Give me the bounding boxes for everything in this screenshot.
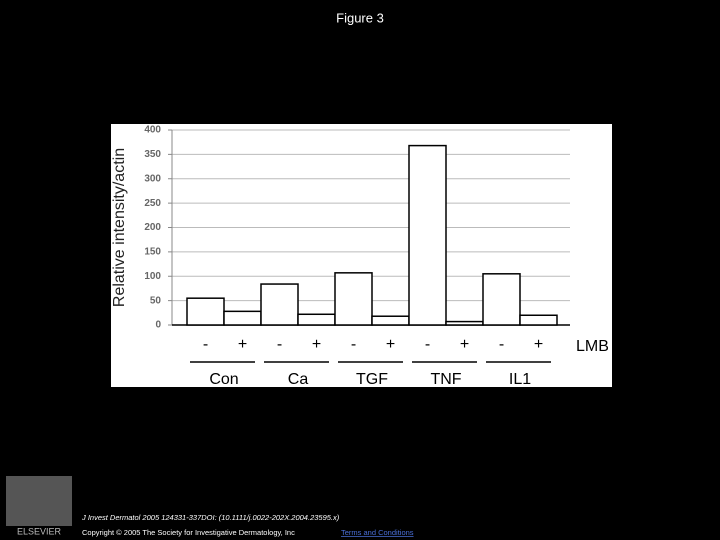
series-label: + [386,336,395,353]
chart-panel [111,124,612,387]
bar [445,320,484,326]
terms-link[interactable]: Terms and Conditions [341,528,414,537]
bar [223,310,262,326]
y-tick-label: 100 [144,271,161,282]
publisher-logo-image [6,476,72,526]
x-tick-label: TNF [430,371,461,388]
series-axis-label: LMB [576,338,609,355]
bar [297,313,336,326]
slide-title: Figure 3 [336,10,384,25]
y-tick-label: 150 [144,247,161,258]
bar [186,297,225,326]
x-tick-label: IL1 [509,371,531,388]
x-tick-label: Ca [288,371,309,388]
series-label: + [312,336,321,353]
x-tick-label: TGF [356,371,388,388]
series-label: + [238,336,247,353]
copyright: Copyright © 2005 The Society for Investi… [82,528,295,537]
bar [408,144,447,326]
y-tick-label: 0 [155,320,161,331]
series-label: - [277,336,282,353]
series-label: - [351,336,356,353]
series-label: - [425,336,430,353]
bar [334,272,373,326]
y-tick-label: 350 [144,149,161,160]
bar [260,283,299,326]
y-tick-label: 400 [144,125,161,136]
y-tick-label: 250 [144,198,161,209]
series-label: - [203,336,208,353]
series-label: + [534,336,543,353]
bar [519,314,558,326]
citation: J Invest Dermatol 2005 124331-337DOI: (1… [81,513,340,522]
x-tick-label: Con [209,371,238,388]
bar [371,315,410,326]
y-axis-label: Relative intensity/actin [111,148,128,307]
series-label: + [460,336,469,353]
y-tick-label: 200 [144,222,161,233]
series-label: - [499,336,504,353]
bar [482,273,521,326]
y-tick-label: 50 [150,295,162,306]
publisher-logo-text: ELSEVIER [17,526,62,536]
y-tick-label: 300 [144,173,161,184]
chart: 0 50 100 150 200 250 300 350 400 Relative intensi… [111,125,609,389]
